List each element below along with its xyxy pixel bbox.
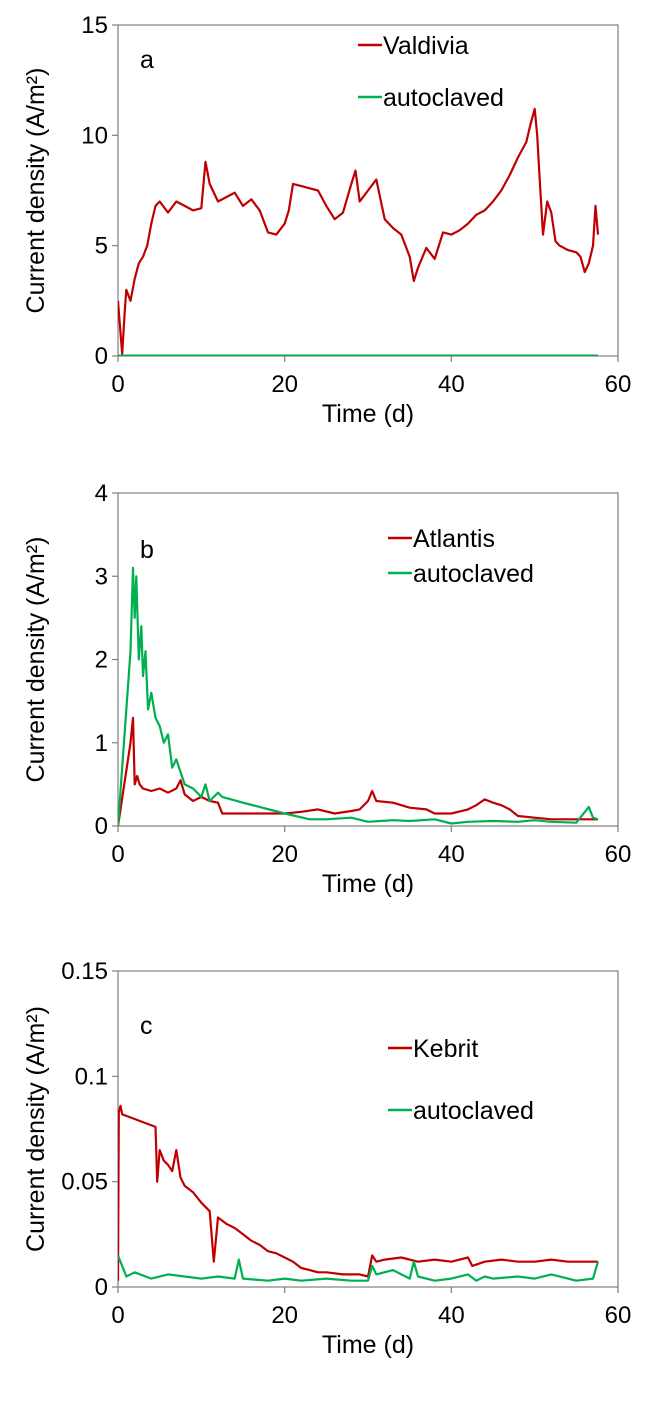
x-tick-label: 40 bbox=[438, 1302, 465, 1329]
series-line-autoclaved bbox=[118, 1254, 600, 1282]
y-tick-label: 0 bbox=[95, 813, 108, 840]
series-line-sample bbox=[118, 716, 598, 826]
series-line-autoclaved bbox=[118, 566, 599, 826]
x-tick-label: 40 bbox=[438, 371, 465, 398]
chart-panel-a: 0 20 40 60 0 5 10 15 Time (d) Current density (A/… bbox=[22, 12, 631, 428]
y-tick-label: 0.1 bbox=[75, 1063, 108, 1090]
panel-label: a bbox=[140, 46, 154, 74]
y-tick-label: 2 bbox=[95, 647, 108, 674]
legend-entry: Atlantis bbox=[413, 525, 495, 553]
x-tick-label: 60 bbox=[605, 371, 632, 398]
y-tick-label: 0 bbox=[95, 343, 108, 370]
x-tick-label: 0 bbox=[111, 1302, 124, 1329]
plot-frame bbox=[117, 492, 619, 827]
x-tick-label: 20 bbox=[271, 1302, 298, 1329]
chart-panel-c: 0 20 40 60 0 0.05 0.1 0.15 Time (d) Current densi… bbox=[22, 958, 631, 1359]
chart-panel-b: 0 20 40 60 0 1 2 3 4 Time (d) Current density (A/m… bbox=[22, 480, 631, 898]
x-tick-label: 0 bbox=[111, 841, 124, 868]
y-axis-label: Current density (A/m²) bbox=[22, 1006, 50, 1252]
y-tick-label: 0 bbox=[95, 1274, 108, 1301]
x-tick-label: 60 bbox=[605, 1302, 632, 1329]
y-tick-label: 4 bbox=[95, 480, 108, 507]
panel-label: b bbox=[140, 536, 154, 564]
legend-entry: autoclaved bbox=[413, 560, 534, 588]
y-tick-label: 5 bbox=[95, 233, 108, 260]
legend-entry: autoclaved bbox=[413, 1097, 534, 1125]
y-tick-label: 1 bbox=[95, 730, 108, 757]
y-tick-label: 0.15 bbox=[61, 958, 108, 985]
y-tick-label: 15 bbox=[81, 12, 108, 39]
x-tick-label: 20 bbox=[271, 371, 298, 398]
y-tick-label: 10 bbox=[81, 122, 108, 149]
legend-entry: autoclaved bbox=[383, 84, 504, 112]
plot-frame bbox=[117, 970, 619, 1288]
x-axis-label: Time (d) bbox=[322, 1331, 414, 1359]
x-axis-label: Time (d) bbox=[322, 400, 414, 428]
x-tick-label: 0 bbox=[111, 371, 124, 398]
y-axis-label: Current density (A/m²) bbox=[22, 537, 50, 783]
x-axis-label: Time (d) bbox=[322, 870, 414, 898]
panel-label: c bbox=[140, 1012, 153, 1040]
y-tick-label: 3 bbox=[95, 563, 108, 590]
legend-entry: Kebrit bbox=[413, 1035, 478, 1063]
y-axis-label: Current density (A/m²) bbox=[22, 68, 50, 314]
x-tick-label: 60 bbox=[605, 841, 632, 868]
y-tick-label: 0.05 bbox=[61, 1169, 108, 1196]
legend-entry: Valdivia bbox=[383, 32, 469, 60]
x-tick-label: 20 bbox=[271, 841, 298, 868]
series-line-sample bbox=[118, 107, 600, 355]
x-tick-label: 40 bbox=[438, 841, 465, 868]
series-line-sample bbox=[118, 1104, 598, 1281]
